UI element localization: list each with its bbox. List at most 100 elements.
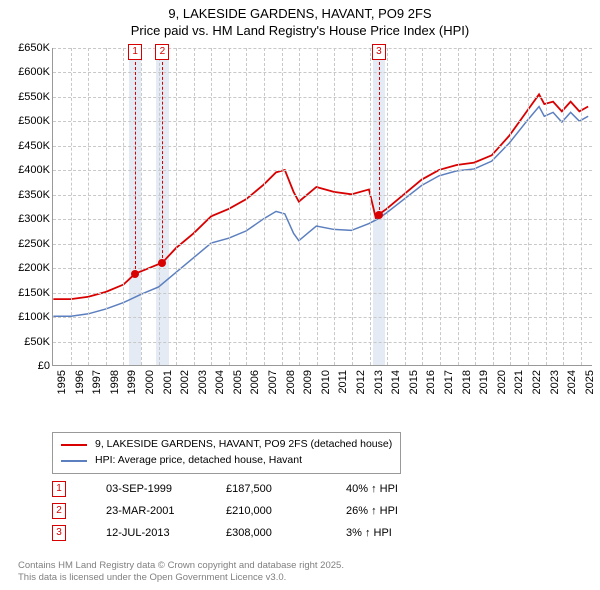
sale-price: £308,000: [226, 527, 346, 539]
x-tick-label: 2014: [390, 370, 402, 410]
x-tick-label: 2009: [302, 370, 314, 410]
y-tick-label: £500K: [4, 115, 50, 127]
x-tick-label: 2000: [144, 370, 156, 410]
x-tick-label: 1997: [91, 370, 103, 410]
gridline-v: [334, 48, 335, 365]
y-tick-label: £300K: [4, 213, 50, 225]
x-tick-label: 2018: [461, 370, 473, 410]
title-subtitle: Price paid vs. HM Land Registry's House …: [0, 23, 600, 40]
sale-num-box: 3: [52, 525, 66, 541]
sales-table-row: 223-MAR-2001£210,00026% ↑ HPI: [52, 500, 446, 522]
y-tick-label: £250K: [4, 238, 50, 250]
gridline-v: [88, 48, 89, 365]
attribution: Contains HM Land Registry data © Crown c…: [18, 560, 344, 584]
legend-row-hpi: HPI: Average price, detached house, Hava…: [61, 453, 392, 469]
sale-pct: 26% ↑ HPI: [346, 505, 446, 517]
x-tick-label: 2005: [232, 370, 244, 410]
gridline-v: [528, 48, 529, 365]
gridline-v: [246, 48, 247, 365]
legend: 9, LAKESIDE GARDENS, HAVANT, PO9 2FS (de…: [52, 432, 401, 474]
legend-swatch-subject: [61, 444, 87, 446]
sale-date: 12-JUL-2013: [106, 527, 226, 539]
gridline-v: [264, 48, 265, 365]
sale-marker: [158, 259, 166, 267]
x-tick-label: 1996: [74, 370, 86, 410]
legend-label-subject: 9, LAKESIDE GARDENS, HAVANT, PO9 2FS (de…: [95, 437, 392, 453]
sale-drop-line: [379, 62, 380, 215]
sale-label-box: 3: [372, 44, 386, 60]
sale-date: 23-MAR-2001: [106, 505, 226, 517]
gridline-v: [352, 48, 353, 365]
gridline-v: [510, 48, 511, 365]
x-tick-label: 2002: [179, 370, 191, 410]
x-tick-label: 2025: [584, 370, 596, 410]
sale-label-box: 2: [155, 44, 169, 60]
gridline-v: [71, 48, 72, 365]
gridline-v: [317, 48, 318, 365]
gridline-v: [387, 48, 388, 365]
sale-pct: 40% ↑ HPI: [346, 483, 446, 495]
gridline-v: [123, 48, 124, 365]
gridline-v: [440, 48, 441, 365]
sales-table: 1 03-SEP-1999£187,50040% ↑ HPI 2 23-MAR-200…: [52, 478, 446, 544]
gridline-v: [299, 48, 300, 365]
y-tick-label: £600K: [4, 66, 50, 78]
x-tick-label: 2004: [214, 370, 226, 410]
y-tick-label: £0: [4, 360, 50, 372]
sale-date: 03-SEP-1999: [106, 483, 226, 495]
gridline-v: [370, 48, 371, 365]
gridline-v: [475, 48, 476, 365]
y-tick-label: £350K: [4, 189, 50, 201]
x-tick-label: 2013: [373, 370, 385, 410]
x-tick-label: 2011: [337, 370, 349, 410]
title-address: 9, LAKESIDE GARDENS, HAVANT, PO9 2FS: [0, 6, 600, 23]
gridline-v: [194, 48, 195, 365]
sale-num-box: 2: [52, 503, 66, 519]
x-tick-label: 2008: [285, 370, 297, 410]
legend-row-subject: 9, LAKESIDE GARDENS, HAVANT, PO9 2FS (de…: [61, 437, 392, 453]
sale-price: £187,500: [226, 483, 346, 495]
y-tick-label: £400K: [4, 164, 50, 176]
gridline-v: [176, 48, 177, 365]
gridline-v: [546, 48, 547, 365]
gridline-v: [493, 48, 494, 365]
gridline-v: [229, 48, 230, 365]
sale-num-box: 1: [52, 481, 66, 497]
x-tick-label: 2022: [531, 370, 543, 410]
gridline-v: [159, 48, 160, 365]
y-tick-label: £150K: [4, 287, 50, 299]
x-tick-label: 2015: [408, 370, 420, 410]
chart-title: 9, LAKESIDE GARDENS, HAVANT, PO9 2FS Pri…: [0, 0, 600, 40]
y-tick-label: £50K: [4, 336, 50, 348]
sale-drop-line: [135, 62, 136, 274]
legend-label-hpi: HPI: Average price, detached house, Hava…: [95, 453, 302, 469]
x-tick-label: 2024: [566, 370, 578, 410]
x-tick-label: 1999: [126, 370, 138, 410]
gridline-v: [405, 48, 406, 365]
legend-swatch-hpi: [61, 460, 87, 462]
y-tick-label: £450K: [4, 140, 50, 152]
x-tick-label: 2023: [549, 370, 561, 410]
y-tick-label: £100K: [4, 311, 50, 323]
x-tick-label: 2017: [443, 370, 455, 410]
x-tick-label: 2019: [478, 370, 490, 410]
x-tick-label: 2010: [320, 370, 332, 410]
sale-label-box: 1: [128, 44, 142, 60]
x-tick-label: 1998: [109, 370, 121, 410]
sale-drop-line: [162, 62, 163, 263]
sale-marker: [375, 211, 383, 219]
x-tick-label: 2006: [249, 370, 261, 410]
y-tick-label: £200K: [4, 262, 50, 274]
gridline-v: [211, 48, 212, 365]
x-tick-label: 2016: [425, 370, 437, 410]
x-tick-label: 2021: [513, 370, 525, 410]
gridline-v: [581, 48, 582, 365]
attribution-line2: This data is licensed under the Open Gov…: [18, 572, 344, 584]
gridline-v: [106, 48, 107, 365]
x-tick-label: 1995: [56, 370, 68, 410]
y-tick-label: £550K: [4, 91, 50, 103]
attribution-line1: Contains HM Land Registry data © Crown c…: [18, 560, 344, 572]
x-tick-label: 2001: [162, 370, 174, 410]
gridline-v: [141, 48, 142, 365]
sales-table-row: 312-JUL-2013£308,0003% ↑ HPI: [52, 522, 446, 544]
